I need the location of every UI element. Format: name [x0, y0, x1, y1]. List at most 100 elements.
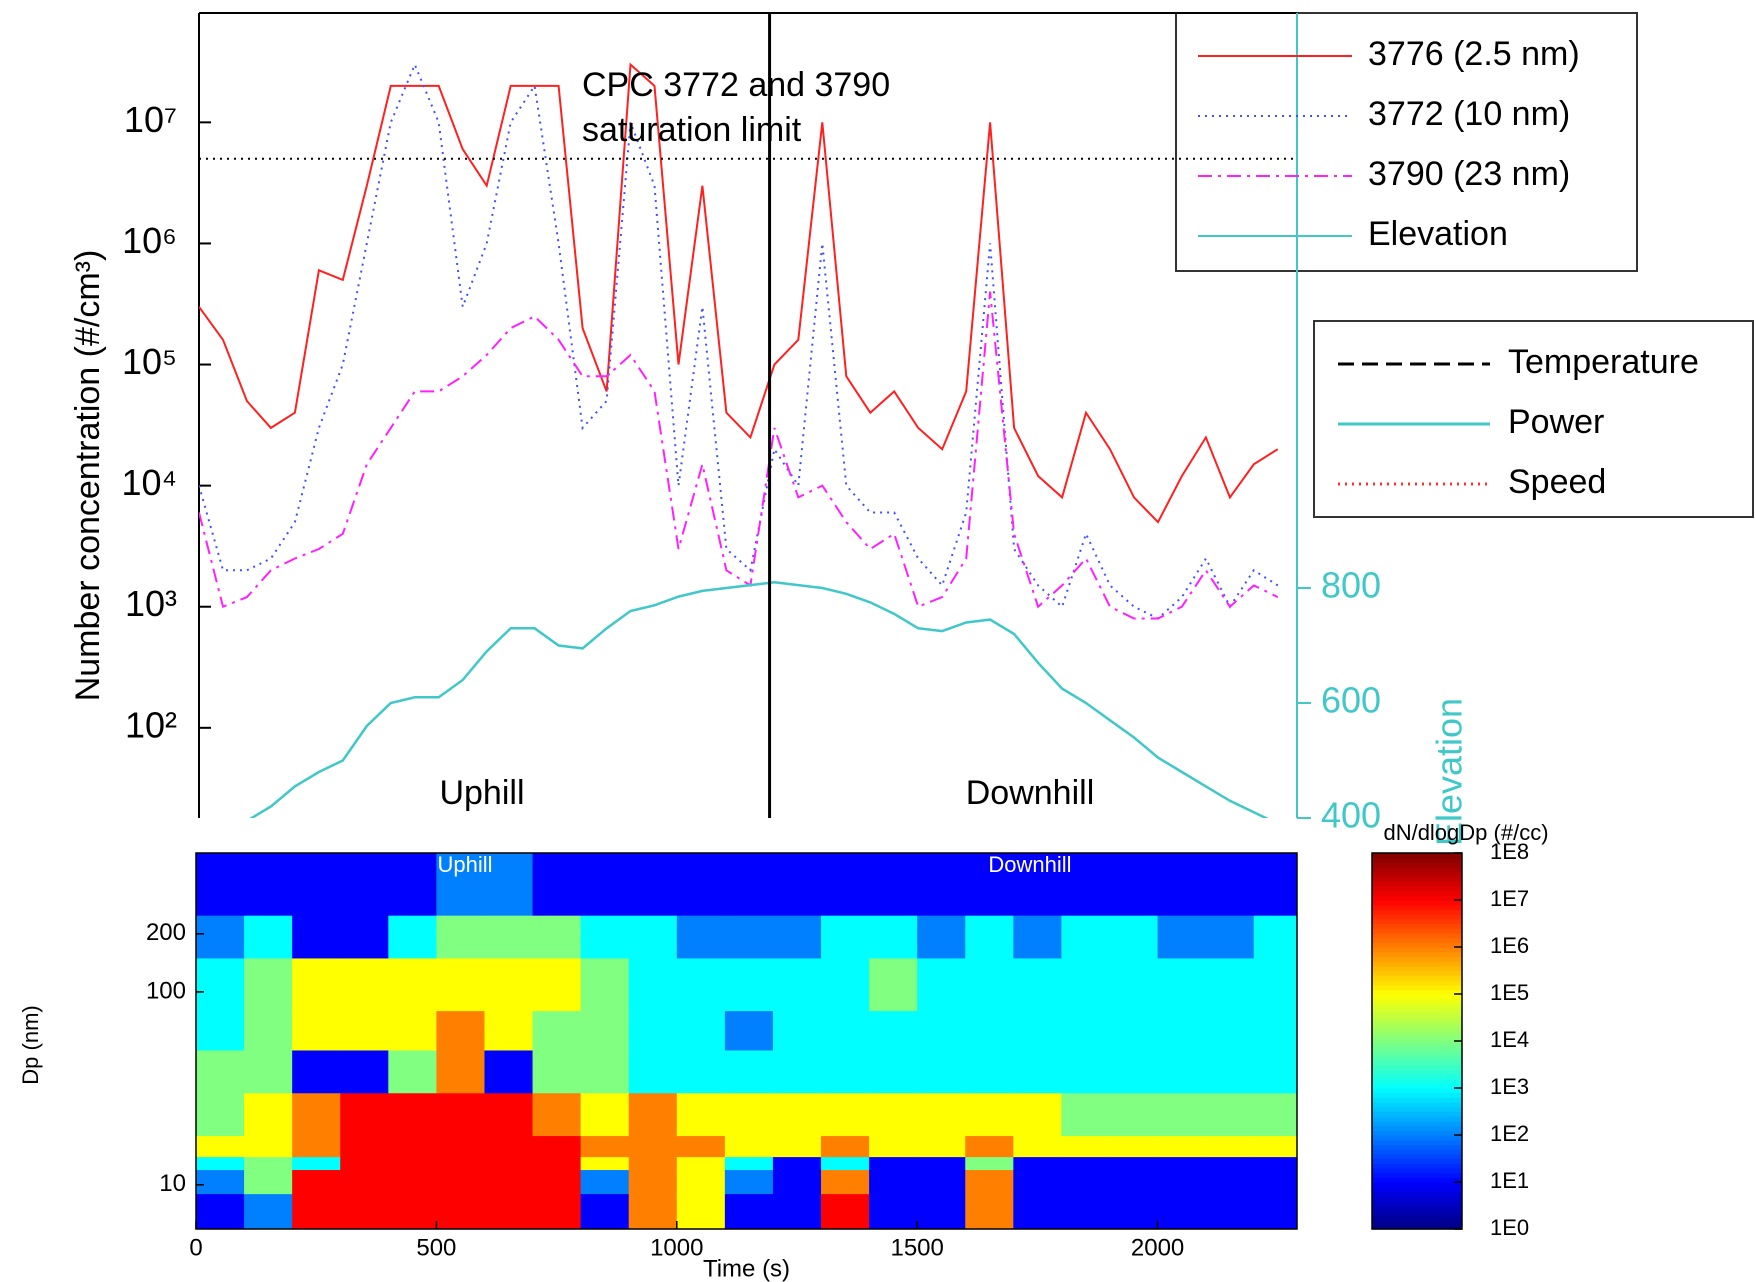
heatmap-cell	[340, 1092, 389, 1137]
heatmap-cell	[1253, 1135, 1298, 1158]
heatmap-cell	[1205, 1193, 1255, 1230]
colorbar-segment	[1372, 862, 1462, 868]
colorbar-tick-label: 1E3	[1490, 1074, 1529, 1099]
heatmap-cell	[532, 957, 582, 1012]
heatmap-cell	[196, 1193, 245, 1230]
heatmap-cell	[772, 1193, 822, 1230]
heatmap-cell	[628, 1193, 678, 1230]
heatmap-cell	[580, 1049, 630, 1094]
heatmap-cell	[580, 1156, 630, 1171]
heatmap-cell	[388, 1092, 437, 1137]
heatmap-cell	[436, 957, 485, 1012]
heatmap-cell	[1061, 1010, 1110, 1051]
colorbar-segment	[1372, 1163, 1462, 1169]
heatmap-cell	[388, 1010, 437, 1051]
colorbar-segment	[1372, 1158, 1462, 1164]
heatmap-cell	[196, 915, 245, 959]
series-line	[199, 61, 1279, 620]
heatmap-cell	[821, 1169, 870, 1195]
colorbar-segment	[1372, 1092, 1462, 1098]
colorbar-segment	[1372, 1026, 1462, 1033]
heatmap-cell	[580, 1010, 630, 1051]
colorbar-segment	[1372, 1167, 1462, 1174]
heatmap-cell	[1109, 957, 1159, 1012]
heatmap-cell	[821, 1135, 870, 1158]
heatmap-cell	[965, 1169, 1014, 1195]
heatmap-cell	[1157, 1092, 1207, 1137]
heatmap-cell	[676, 1049, 726, 1094]
heatmap-cell	[1205, 915, 1255, 959]
heatmap-cell	[292, 1193, 341, 1230]
heatmap-cell	[1109, 1092, 1159, 1137]
heatmap-cell	[1205, 1010, 1255, 1051]
x-axis-label: Time (s)	[703, 1255, 790, 1282]
heatmap-cell	[532, 1169, 582, 1195]
heatmap-cell	[917, 957, 966, 1012]
heatmap-cell	[628, 915, 678, 959]
heatmap-cell	[1253, 1169, 1298, 1195]
heatmap-cell	[340, 957, 389, 1012]
heatmap-cell	[821, 915, 870, 959]
heatmap-cell	[1253, 1092, 1298, 1137]
series-line	[199, 62, 1279, 524]
colorbar-tick-label: 1E1	[1490, 1168, 1529, 1193]
heatmap-cell	[532, 1135, 582, 1158]
heatmap-cell	[1157, 957, 1207, 1012]
colorbar-segment	[1372, 1196, 1462, 1202]
colorbar-segment	[1372, 984, 1462, 990]
annotation: Uphill	[439, 774, 524, 812]
heatmap-cell	[1157, 1193, 1207, 1230]
colorbar-segment	[1372, 970, 1462, 976]
heatmap-cell	[532, 1010, 582, 1051]
heatmap-cell	[1157, 1049, 1207, 1094]
heatmap-cell	[869, 1092, 918, 1137]
annotation: saturation limit	[582, 111, 802, 149]
heatmap-cell	[1013, 1049, 1062, 1094]
heatmap-cell	[484, 915, 534, 959]
heatmap-cell	[436, 1010, 485, 1051]
heatmap-cell	[244, 1135, 293, 1158]
y-axis-label: Number concentration (#/cm³)	[69, 250, 107, 702]
heatmap-cell	[772, 1010, 822, 1051]
legend-label: 3776 (2.5 nm)	[1368, 35, 1580, 73]
heatmap-cell	[244, 1156, 293, 1171]
colorbar-segment	[1372, 1182, 1462, 1188]
heatmap-frame	[195, 852, 1298, 1230]
heatmap-cell	[196, 1049, 245, 1094]
heatmap-cell	[244, 915, 293, 959]
heatmap-cell	[772, 1135, 822, 1158]
heatmap-cell	[1205, 1135, 1255, 1158]
heatmap-cell	[676, 1156, 726, 1171]
colorbar-segment	[1372, 1078, 1462, 1084]
heatmap-cell	[436, 1135, 485, 1158]
heatmap-cell	[965, 915, 1014, 959]
colorbar-segment	[1372, 1106, 1462, 1113]
heatmap-cell	[821, 957, 870, 1012]
heatmap-cell	[1061, 1092, 1110, 1137]
colorbar-segment	[1372, 900, 1462, 906]
heatmap-cell	[676, 853, 726, 916]
heatmap-cell	[340, 1135, 389, 1158]
colorbar-segment	[1372, 876, 1462, 882]
heatmap-cell	[436, 1193, 485, 1230]
heatmap-cell	[340, 853, 389, 916]
colorbar-tick-label: 1E5	[1490, 980, 1529, 1005]
colorbar-segment	[1372, 1012, 1462, 1019]
heatmap-cell	[724, 1049, 774, 1094]
heatmap-cell	[1253, 1156, 1298, 1171]
colorbar-segment	[1372, 918, 1462, 925]
heatmap-cell	[1109, 1156, 1159, 1171]
heatmap-cell	[724, 1193, 774, 1230]
heatmap-cell	[484, 853, 534, 916]
y-tick-label: 10⁵	[122, 341, 177, 382]
heatmap-cell	[1157, 853, 1207, 916]
colorbar-tick-label: 1E8	[1490, 839, 1529, 864]
plot-area	[199, 13, 1297, 818]
heatmap-cell	[1205, 1156, 1255, 1171]
colorbar-segment	[1372, 1102, 1462, 1108]
colorbar-segment	[1372, 1135, 1462, 1141]
heatmap-cell	[436, 1092, 485, 1137]
heatmap-cell	[580, 1193, 630, 1230]
heatmap-cell	[1061, 1193, 1110, 1230]
